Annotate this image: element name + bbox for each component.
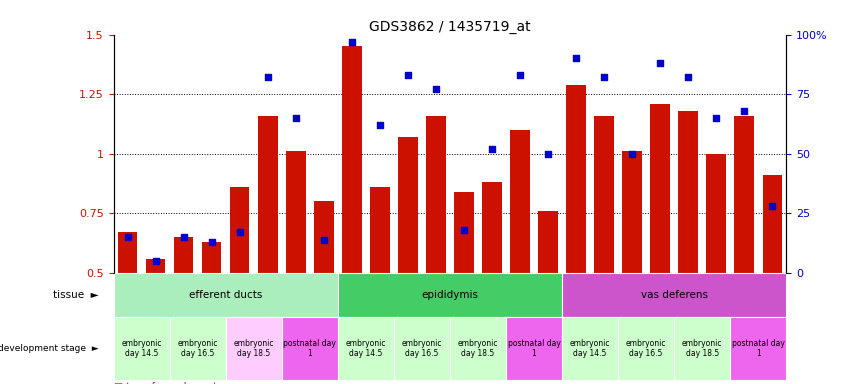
Point (373, 122, 387, 128)
Bar (174, 237, 193, 273)
Bar (454, 192, 473, 273)
Text: embryonic
day 14.5: embryonic day 14.5 (121, 339, 161, 358)
Text: postnatal day
1: postnatal day 1 (508, 339, 560, 358)
Bar (258, 116, 278, 273)
Bar (538, 211, 558, 273)
Bar (282, 316, 338, 380)
Text: epididymis: epididymis (421, 290, 479, 300)
Bar (394, 316, 450, 380)
Bar (562, 273, 786, 316)
Bar (450, 316, 506, 380)
Point (317, 237, 331, 243)
Bar (370, 187, 389, 273)
Point (233, 229, 246, 235)
Point (205, 239, 219, 245)
Bar (314, 201, 334, 273)
Point (289, 115, 303, 121)
Bar (562, 316, 618, 380)
Bar (482, 182, 502, 273)
Bar (734, 116, 754, 273)
Point (681, 74, 695, 81)
Bar (506, 316, 562, 380)
Text: efferent ducts: efferent ducts (189, 290, 262, 300)
Bar (730, 316, 786, 380)
Bar (342, 46, 362, 273)
Point (485, 146, 499, 152)
Text: postnatal day
1: postnatal day 1 (283, 339, 336, 358)
Bar (426, 116, 446, 273)
Bar (338, 316, 394, 380)
Point (710, 115, 723, 121)
Bar (286, 151, 305, 273)
Bar (566, 84, 586, 273)
Text: embryonic
day 16.5: embryonic day 16.5 (626, 339, 666, 358)
Point (121, 234, 135, 240)
Text: development stage  ►: development stage ► (0, 344, 98, 353)
Bar (230, 187, 250, 273)
Title: GDS3862 / 1435719_at: GDS3862 / 1435719_at (369, 20, 531, 33)
Point (513, 72, 526, 78)
Point (653, 60, 667, 66)
Point (401, 72, 415, 78)
Text: embryonic
day 14.5: embryonic day 14.5 (570, 339, 611, 358)
Bar (338, 273, 562, 316)
Bar (398, 137, 418, 273)
Bar (145, 258, 166, 273)
Bar (225, 316, 282, 380)
Bar (118, 232, 137, 273)
Bar (170, 316, 225, 380)
Bar (202, 242, 221, 273)
Point (542, 151, 555, 157)
Text: embryonic
day 14.5: embryonic day 14.5 (346, 339, 386, 358)
Bar (706, 154, 726, 273)
Bar (622, 151, 642, 273)
Point (261, 74, 274, 81)
Bar (595, 116, 614, 273)
Text: vas deferens: vas deferens (641, 290, 708, 300)
Text: embryonic
day 18.5: embryonic day 18.5 (234, 339, 274, 358)
Text: embryonic
day 16.5: embryonic day 16.5 (402, 339, 442, 358)
Bar (650, 104, 670, 273)
Text: embryonic
day 18.5: embryonic day 18.5 (458, 339, 498, 358)
Point (569, 55, 583, 61)
Text: ■ transformed count: ■ transformed count (114, 382, 217, 384)
Bar (618, 316, 674, 380)
Point (149, 258, 162, 264)
Text: tissue  ►: tissue ► (53, 290, 98, 300)
Bar (510, 130, 530, 273)
Bar (763, 175, 782, 273)
Bar (114, 316, 170, 380)
Point (458, 227, 471, 233)
Point (177, 234, 190, 240)
Point (429, 86, 442, 93)
Point (345, 39, 358, 45)
Bar (679, 111, 698, 273)
Point (597, 74, 611, 81)
Text: embryonic
day 18.5: embryonic day 18.5 (682, 339, 722, 358)
Bar (114, 273, 338, 316)
Text: postnatal day
1: postnatal day 1 (732, 339, 785, 358)
Bar (674, 316, 730, 380)
Text: embryonic
day 16.5: embryonic day 16.5 (177, 339, 218, 358)
Point (738, 108, 751, 114)
Point (765, 203, 779, 209)
Point (626, 151, 639, 157)
